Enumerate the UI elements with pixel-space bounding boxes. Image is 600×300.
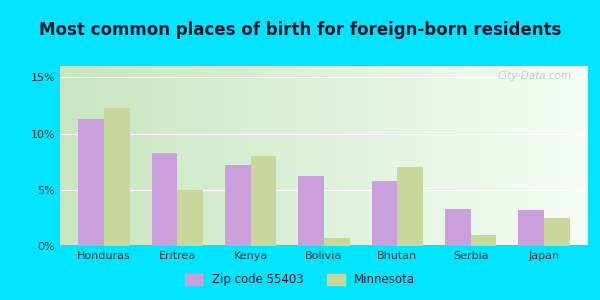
Bar: [225, 165, 251, 246]
Bar: [518, 210, 544, 246]
Bar: [104, 108, 130, 246]
Text: City-Data.com: City-Data.com: [498, 71, 572, 81]
Bar: [152, 153, 178, 246]
Bar: [445, 209, 470, 246]
Bar: [324, 238, 350, 246]
Bar: [544, 218, 569, 246]
Bar: [178, 190, 203, 246]
Bar: [251, 156, 277, 246]
Bar: [397, 167, 423, 246]
Bar: [371, 181, 397, 246]
Bar: [298, 176, 324, 246]
Text: Most common places of birth for foreign-born residents: Most common places of birth for foreign-…: [39, 21, 561, 39]
Bar: [470, 235, 496, 246]
Bar: [79, 119, 104, 246]
Legend: Zip code 55403, Minnesota: Zip code 55403, Minnesota: [180, 269, 420, 291]
